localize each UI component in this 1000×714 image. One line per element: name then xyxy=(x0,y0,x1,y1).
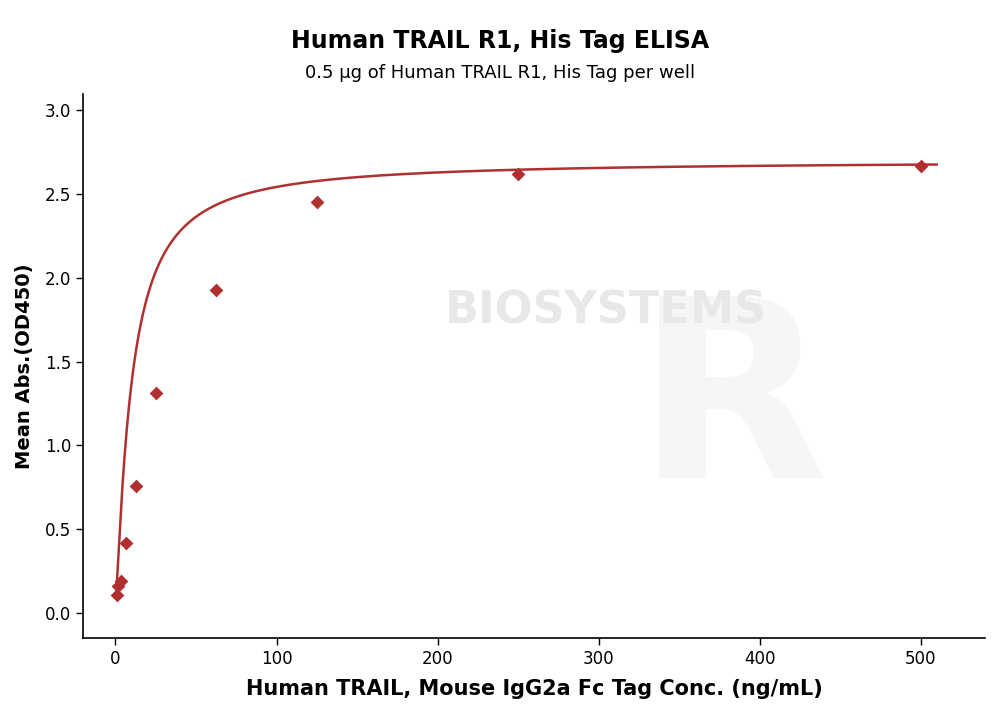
Y-axis label: Mean Abs.(OD450): Mean Abs.(OD450) xyxy=(15,263,34,468)
Point xyxy=(309,197,325,208)
Point xyxy=(109,589,125,600)
Point xyxy=(110,580,126,592)
Point xyxy=(510,169,526,180)
Point xyxy=(148,388,164,399)
Point xyxy=(128,480,144,491)
Point xyxy=(208,284,224,296)
Text: Human TRAIL R1, His Tag ELISA: Human TRAIL R1, His Tag ELISA xyxy=(291,29,709,53)
Text: R: R xyxy=(636,288,829,531)
Text: 0.5 μg of Human TRAIL R1, His Tag per well: 0.5 μg of Human TRAIL R1, His Tag per we… xyxy=(305,64,695,82)
Point xyxy=(113,575,129,587)
Point xyxy=(118,537,134,548)
X-axis label: Human TRAIL, Mouse IgG2a Fc Tag Conc. (ng/mL): Human TRAIL, Mouse IgG2a Fc Tag Conc. (n… xyxy=(246,679,823,699)
Point xyxy=(913,160,929,171)
Text: BIOSYSTEMS: BIOSYSTEMS xyxy=(445,290,767,333)
